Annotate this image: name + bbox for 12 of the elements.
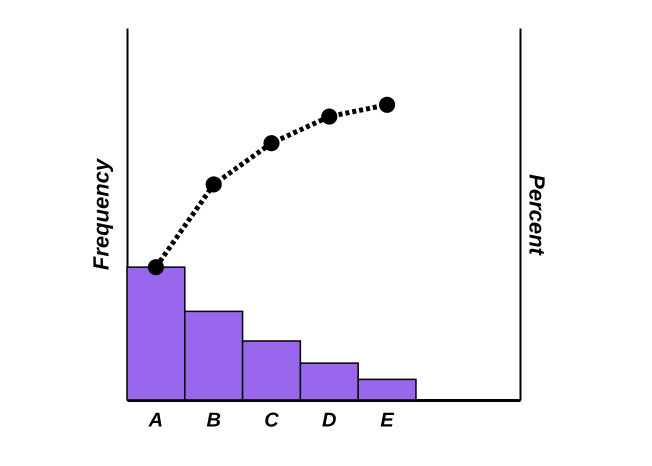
point xyxy=(379,96,396,113)
point xyxy=(206,176,222,193)
x-tick-label: A xyxy=(148,410,164,432)
x-tick-label: B xyxy=(206,410,221,432)
point xyxy=(263,135,280,152)
point xyxy=(321,108,338,125)
x-tick-label: C xyxy=(264,410,280,432)
y2-axis-title: Percent xyxy=(524,174,550,257)
point xyxy=(148,259,164,276)
x-tick-label: D xyxy=(322,410,337,432)
y-axis-title: Frequency xyxy=(88,157,114,270)
x-tick-label: E xyxy=(380,410,394,432)
